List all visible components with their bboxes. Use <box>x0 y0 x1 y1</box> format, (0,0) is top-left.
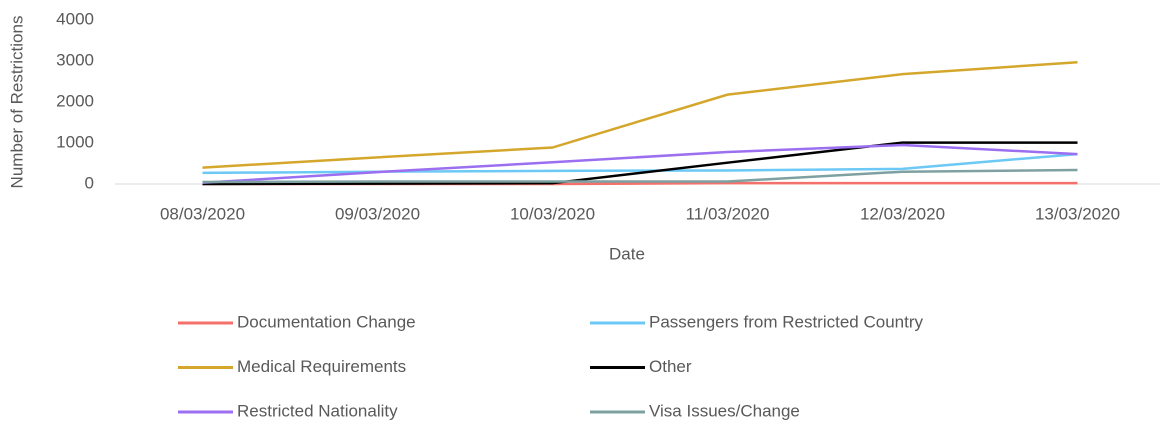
legend-label: Medical Requirements <box>237 357 406 376</box>
series-line <box>202 141 1078 186</box>
series-line <box>202 152 1078 175</box>
x-tick-label: 09/03/2020 <box>335 204 420 223</box>
legend-label: Restricted Nationality <box>237 401 398 420</box>
y-tick-label: 4000 <box>56 9 94 28</box>
y-tick-label: 0 <box>85 173 94 192</box>
legend-label: Visa Issues/Change <box>649 401 800 420</box>
y-tick-label: 1000 <box>56 132 94 151</box>
x-tick-label: 10/03/2020 <box>510 204 595 223</box>
series-line <box>202 168 1078 184</box>
x-tick-label: 12/03/2020 <box>860 204 945 223</box>
legend-label: Documentation Change <box>237 312 416 331</box>
x-tick-label: 08/03/2020 <box>160 204 245 223</box>
y-tick-label: 3000 <box>56 50 94 69</box>
series-line <box>202 143 1078 185</box>
legend-label: Other <box>649 357 692 376</box>
legend-label: Passengers from Restricted Country <box>649 312 923 331</box>
x-tick-label: 13/03/2020 <box>1035 204 1120 223</box>
series-line <box>202 60 1078 169</box>
x-tick-label: 11/03/2020 <box>686 204 770 223</box>
x-axis-title: Date <box>609 244 645 263</box>
y-tick-label: 2000 <box>56 91 94 110</box>
y-axis-title: Number of Restrictions <box>7 16 26 189</box>
